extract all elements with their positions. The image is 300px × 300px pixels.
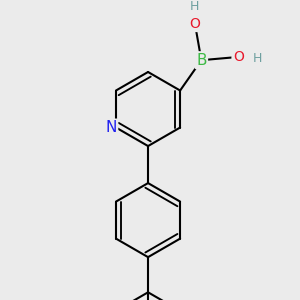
Text: N: N: [105, 120, 117, 135]
Text: O: O: [233, 50, 244, 64]
Text: H: H: [190, 0, 200, 13]
Text: B: B: [196, 53, 207, 68]
Text: O: O: [190, 17, 200, 31]
Text: H: H: [253, 52, 262, 65]
